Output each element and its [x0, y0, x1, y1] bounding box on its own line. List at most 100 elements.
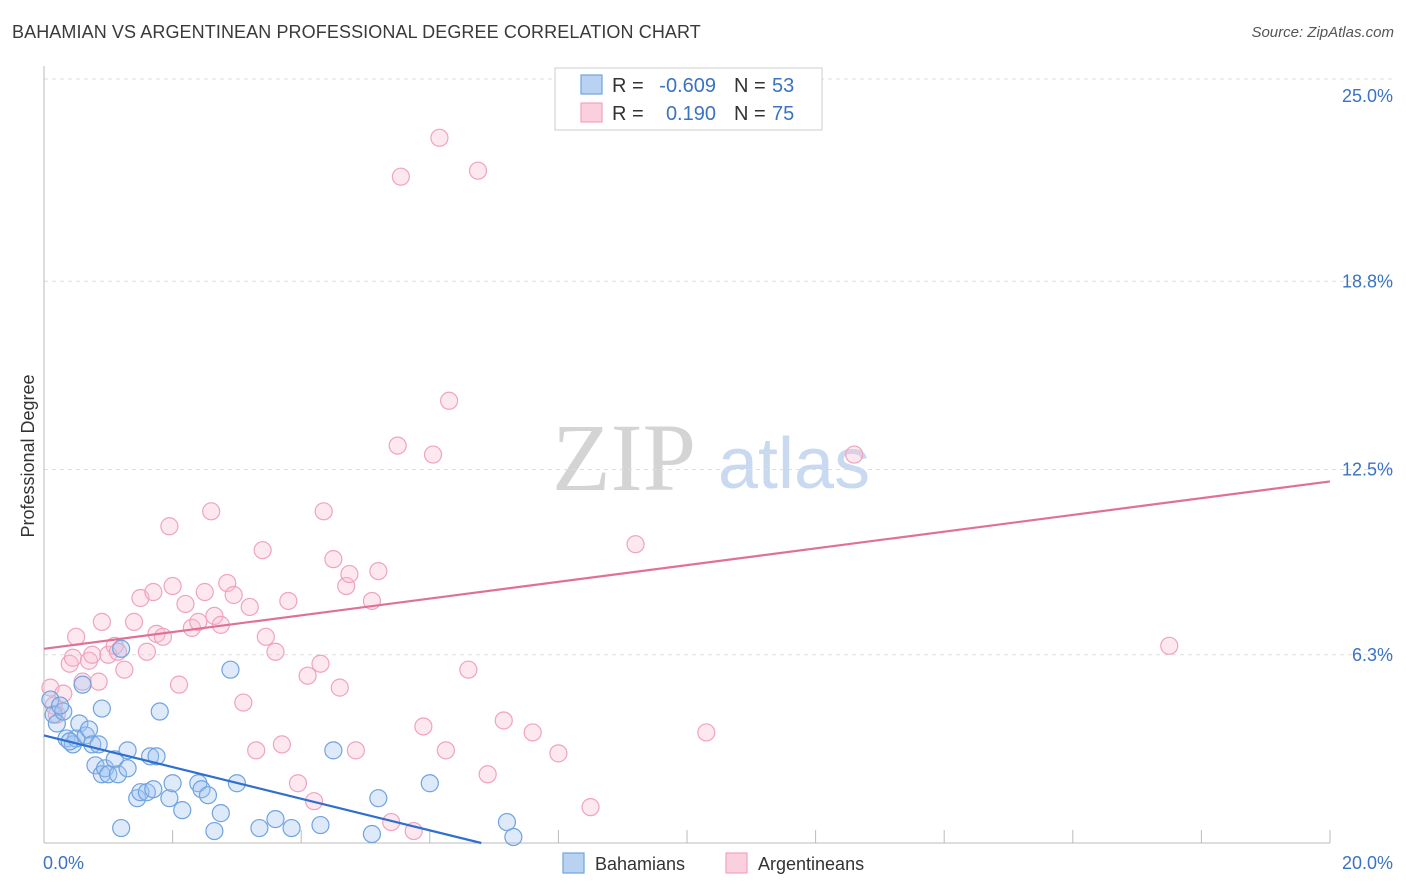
bahamian-point [163, 774, 182, 793]
bahamian-point [369, 789, 388, 808]
bahamian-point [73, 675, 92, 694]
argentinean-point [430, 128, 449, 147]
bahamian-point [221, 660, 240, 679]
argentinean-point [247, 741, 266, 760]
watermark-zip: ZIP [552, 404, 696, 511]
argentinean-point [288, 774, 308, 793]
argentinean-point [845, 445, 864, 464]
argentinean-point [115, 660, 134, 679]
y-tick-label: 6.3% [1352, 645, 1393, 665]
legend-r-value-2: 0.190 [666, 103, 716, 125]
argentinean-point [176, 594, 195, 614]
bahamian-point [211, 804, 230, 823]
argentinean-point [311, 654, 330, 673]
bahamian-point [92, 699, 111, 718]
argentinean-point [266, 642, 285, 661]
bahamian-point [173, 801, 192, 820]
bahamian-point [118, 759, 137, 778]
trend-lines [43, 480, 1331, 845]
bahamian-point [112, 639, 131, 658]
argentinean-point [205, 606, 224, 626]
bahamian-point [311, 815, 330, 835]
argentinean-point [83, 645, 102, 664]
argentinean-point [92, 612, 111, 631]
argentinean-point [330, 678, 349, 697]
argentinean-point [298, 666, 317, 685]
argentinean-point [340, 564, 359, 584]
argentinean-point [63, 648, 83, 667]
gridlines [44, 78, 1393, 656]
y-tick-label: 25.0% [1342, 86, 1393, 106]
argentinean-point [459, 660, 478, 679]
watermark-atlas: atlas [718, 424, 870, 504]
bahamian-point [362, 824, 382, 844]
argentinean-point [423, 445, 443, 464]
argentinean-point [468, 161, 488, 180]
argentinean-point [137, 642, 156, 661]
argentinean-point [195, 582, 214, 602]
chart-title: BAHAMIAN VS ARGENTINEAN PROFESSIONAL DEG… [12, 22, 701, 42]
legend-swatch-argentineans [580, 102, 603, 123]
legend-n-label-1: N = [734, 75, 766, 97]
stats-legend: R = -0.609 N = 53 R = 0.190 N = 75 [554, 67, 823, 131]
bahamian-point [79, 720, 99, 739]
argentinean-point [153, 627, 173, 646]
argentinean-point [494, 711, 513, 730]
bottom-legend-swatch-bahamians [562, 852, 585, 874]
argentinean-point [144, 582, 163, 602]
argentinean-point [279, 591, 298, 611]
bottom-legend-argentineans: Argentineans [758, 854, 864, 874]
argentinean-point [439, 391, 459, 410]
bottom-legend-swatch-argentineans [725, 852, 748, 874]
argentinean-point [108, 642, 128, 661]
bahamian-point [198, 786, 218, 805]
argentinean-point [314, 502, 333, 521]
y-axis-title: Professional Degree [18, 374, 38, 537]
y-tick-label: 18.8% [1342, 271, 1393, 291]
argentinean-point [324, 550, 343, 569]
bahamian-point [108, 765, 128, 784]
axes [43, 66, 1331, 844]
bahamian-point [41, 690, 60, 709]
argentinean-point [89, 672, 108, 691]
argentinean-point [478, 765, 497, 784]
argentinean-point [391, 167, 410, 186]
legend-swatch-bahamians [580, 74, 603, 95]
series-legend: Bahamians Argentineans [562, 852, 864, 874]
legend-r-label-2: R = [612, 103, 644, 125]
argentinean-point [697, 723, 716, 742]
argentinean-point [346, 741, 365, 760]
legend-r-label-1: R = [612, 75, 644, 97]
bahamian-point [144, 780, 163, 799]
argentinean-point [369, 561, 388, 581]
argentinean-point [163, 576, 182, 596]
argentinean-point [160, 517, 179, 536]
argentinean-point [549, 744, 568, 763]
legend-n-label-2: N = [734, 103, 766, 125]
bahamians-trend-line [43, 734, 482, 845]
argentinean-point [240, 597, 259, 617]
argentinean-point [272, 735, 292, 754]
legend-n-value-1: 53 [772, 75, 794, 97]
argentinean-point [581, 798, 600, 817]
argentinean-point [626, 535, 645, 554]
argentinean-point [256, 627, 275, 646]
argentinean-point [388, 436, 407, 455]
bahamian-point [282, 818, 301, 838]
argentinean-point [124, 612, 144, 631]
argentinean-point [523, 723, 542, 742]
bahamian-point [205, 821, 224, 841]
bahamian-point [112, 818, 131, 838]
argentinean-point [337, 576, 356, 596]
source-credit: Source: ZipAtlas.com [1251, 24, 1394, 41]
argentinean-point [202, 502, 221, 521]
argentineans-trend-line [43, 480, 1331, 650]
argentinean-point [414, 717, 433, 736]
x-tick-label-max: 20.0% [1342, 853, 1393, 873]
bahamian-point [150, 702, 169, 721]
bahamian-point [105, 750, 124, 769]
y-tick-label: 12.5% [1342, 460, 1393, 480]
bahamian-point [160, 789, 179, 808]
bahamian-point [420, 774, 439, 793]
